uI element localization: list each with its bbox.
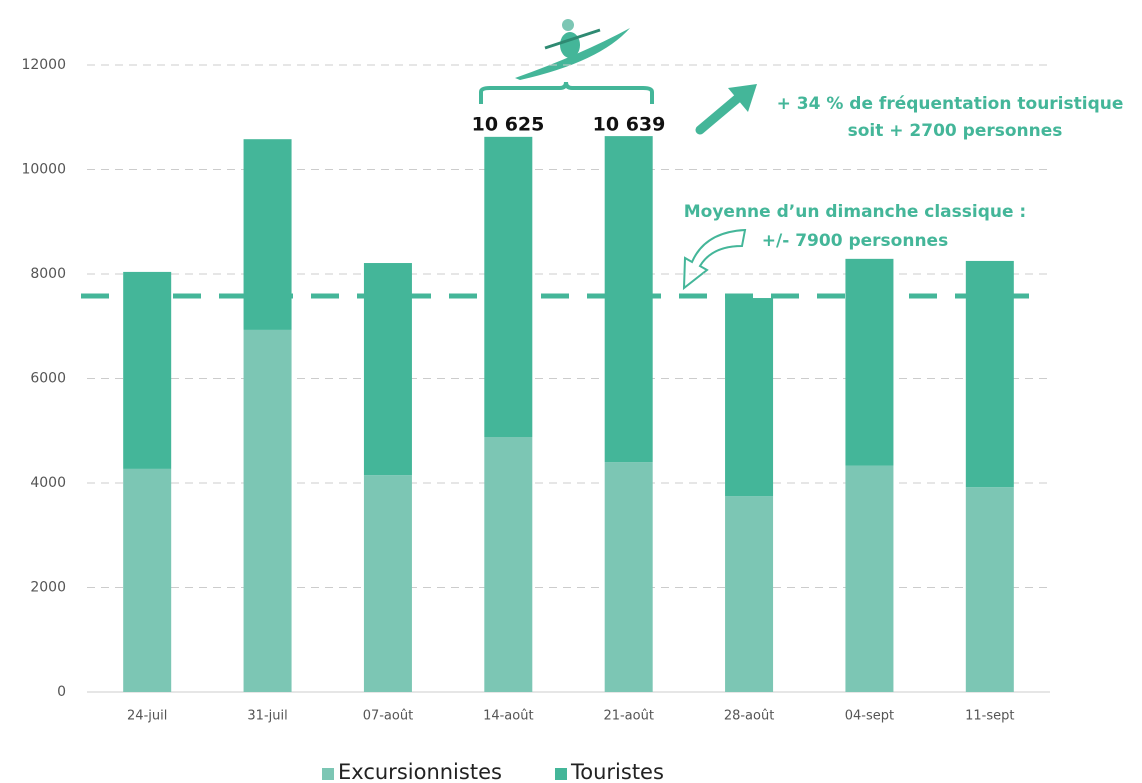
- bar-segment: [604, 136, 653, 463]
- x-tick-label: 31-juil: [247, 709, 287, 724]
- bar-segment: [725, 298, 774, 497]
- x-tick-label: 21-août: [603, 709, 654, 724]
- bar-segment: [845, 258, 894, 466]
- y-tick-label: 6000: [30, 371, 66, 387]
- x-tick-label: 24-juil: [127, 709, 167, 724]
- annotation: Moyenne d’un dimanche classique :: [684, 202, 1026, 222]
- bar-segment: [725, 496, 774, 692]
- annotation: +/- 7900 personnes: [762, 231, 948, 251]
- up-arrow: [695, 84, 757, 135]
- annotation: + 34 % de fréquentation touristique: [777, 94, 1124, 114]
- x-tick-label: 07-août: [363, 709, 414, 724]
- total-label: 10 625: [472, 114, 545, 136]
- brace: [479, 81, 654, 104]
- y-tick-label: 2000: [30, 580, 66, 596]
- bar-segment: [123, 468, 172, 692]
- bar-segment: [845, 465, 894, 692]
- bar-segment: [484, 437, 533, 692]
- legend-label: Touristes: [570, 760, 664, 783]
- bar-segment: [243, 139, 292, 330]
- x-tick-label: 28-août: [724, 709, 775, 724]
- y-tick-label: 4000: [30, 475, 66, 491]
- curved-arrow: [682, 228, 747, 291]
- y-tick-label: 10000: [21, 162, 66, 178]
- bar-segment: [243, 329, 292, 692]
- legend-swatch: [322, 768, 334, 780]
- y-tick-label: 8000: [30, 266, 66, 282]
- bar-segment: [484, 136, 533, 438]
- bar-segment: [363, 475, 412, 692]
- kayak-icon: [515, 19, 630, 80]
- x-tick-label: 11-sept: [965, 709, 1014, 724]
- annotations: + 34 % de fréquentation touristique soit…: [472, 94, 1124, 251]
- bar-segment: [965, 487, 1014, 692]
- x-tick-label: 04-sept: [845, 709, 894, 724]
- y-tick-label: 12000: [21, 57, 66, 73]
- total-label: 10 639: [593, 114, 666, 136]
- legend-swatch: [555, 768, 567, 780]
- y-tick-label: 0: [57, 684, 66, 700]
- x-tick-label: 14-août: [483, 709, 534, 724]
- bar-segment: [123, 271, 172, 469]
- annotation: soit + 2700 personnes: [848, 121, 1063, 141]
- bar-segment: [604, 462, 653, 692]
- bar-segment: [965, 260, 1014, 488]
- legend-label: Excursionnistes: [338, 760, 502, 783]
